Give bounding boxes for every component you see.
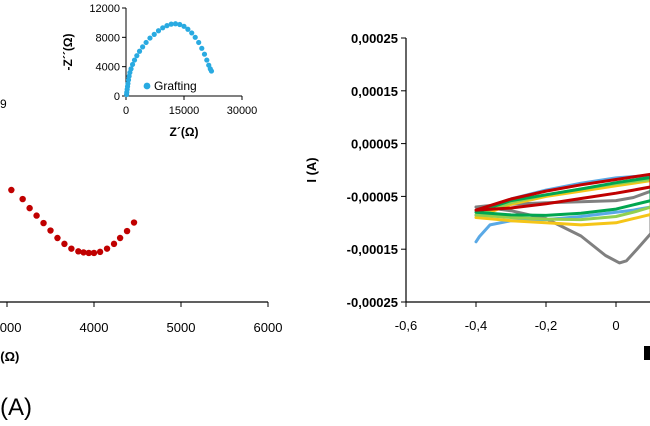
x-axis-label: Z´(Ω) xyxy=(0,349,19,364)
nyquist-main-plot: 3000 4000 5000 6000 Z´(Ω) 9 xyxy=(0,97,282,364)
inset-y-tick-label: 12000 xyxy=(89,3,120,15)
cv-series-line xyxy=(474,189,650,265)
inset-data-point xyxy=(192,34,198,40)
nyquist-inset-plot: 0 4000 8000 12000 0 15000 30000 Z´(Ω) -Z´´(Ω) Gra… xyxy=(61,3,257,139)
data-point xyxy=(68,245,75,252)
y-tick-label: -0,00005 xyxy=(347,189,398,204)
y-tick-label: -0,00015 xyxy=(347,242,398,257)
data-point xyxy=(103,245,111,252)
inset-data-point xyxy=(128,66,134,72)
inset-data-point xyxy=(204,57,210,63)
legend-label: Grafting xyxy=(154,79,197,93)
inset-y-tick-label: 8000 xyxy=(96,32,120,44)
y-axis-label: I (A) xyxy=(304,157,319,182)
data-point xyxy=(123,227,131,235)
x-tick-label: 0 xyxy=(612,318,619,333)
inset-y-tick-label: 4000 xyxy=(96,62,120,74)
data-point xyxy=(90,249,98,257)
inset-data-point xyxy=(164,23,170,29)
x-tick-label: 4000 xyxy=(80,320,109,335)
y-tick-label: 0,00015 xyxy=(351,84,398,99)
data-point xyxy=(19,195,26,203)
cv-series-line xyxy=(474,179,650,227)
legend-marker xyxy=(143,82,151,90)
inset-data-point xyxy=(151,31,157,37)
x-tick-label: -0,6 xyxy=(395,318,417,333)
x-tick-label: -0,4 xyxy=(465,318,487,333)
inset-data-point xyxy=(196,39,202,46)
inset-data-point xyxy=(160,25,166,31)
data-point xyxy=(61,240,68,248)
inset-data-point xyxy=(185,26,191,32)
inset-data-point xyxy=(155,28,162,34)
inset-data-point xyxy=(177,21,183,28)
data-point xyxy=(130,219,138,226)
x-tick-label: -0,2 xyxy=(535,318,557,333)
data-point xyxy=(8,186,15,194)
inset-data-point xyxy=(168,21,174,27)
data-point xyxy=(47,227,54,234)
data-point xyxy=(40,219,47,227)
x-tick-label: 6000 xyxy=(254,320,283,335)
data-point xyxy=(26,204,33,212)
data-point xyxy=(96,248,104,256)
panel-label: (A) xyxy=(0,394,32,421)
inset-data-point xyxy=(143,39,149,46)
inset-data-point xyxy=(140,44,146,50)
inset-y-axis-label: -Z´´(Ω) xyxy=(61,34,75,71)
data-point xyxy=(116,234,124,242)
y-tick-label: 0,00005 xyxy=(351,137,398,152)
inset-data-point xyxy=(136,48,143,54)
inset-data-point xyxy=(189,30,195,36)
inset-data-point xyxy=(147,35,153,41)
inset-data-point xyxy=(131,57,138,63)
partial-label: 9 xyxy=(0,97,7,111)
cv-series-line xyxy=(474,172,650,212)
inset-data-point xyxy=(201,51,208,57)
inset-data-point xyxy=(208,68,215,74)
y-tick-label: 0,00025 xyxy=(351,31,398,46)
inset-data-point xyxy=(181,23,187,29)
inset-y-tick-label: 0 xyxy=(114,91,120,103)
x-tick-label: 3000 xyxy=(0,320,21,335)
inset-x-axis-label: Z´(Ω) xyxy=(170,125,199,139)
data-point xyxy=(54,234,61,242)
data-point xyxy=(75,248,82,255)
cyclic-voltammetry-plot: 0,00025 0,00015 0,00005 -0,00005 -0,00015 -0,… xyxy=(304,31,650,360)
data-point xyxy=(33,212,40,219)
inset-data-point xyxy=(199,45,205,51)
x-tick-label: 5000 xyxy=(167,320,196,335)
y-tick-label: -0,00025 xyxy=(347,295,398,310)
data-point xyxy=(80,249,87,256)
partial-axis-label xyxy=(644,346,650,360)
cv-series-line xyxy=(474,176,650,217)
inset-data-point xyxy=(172,21,179,27)
inset-x-tick-label: 15000 xyxy=(169,105,200,117)
inset-data-point xyxy=(129,61,136,68)
data-point xyxy=(85,249,92,257)
inset-data-point xyxy=(134,53,140,59)
inset-x-tick-label: 30000 xyxy=(227,105,258,117)
data-point xyxy=(110,240,118,248)
inset-x-tick-label: 0 xyxy=(123,105,129,117)
